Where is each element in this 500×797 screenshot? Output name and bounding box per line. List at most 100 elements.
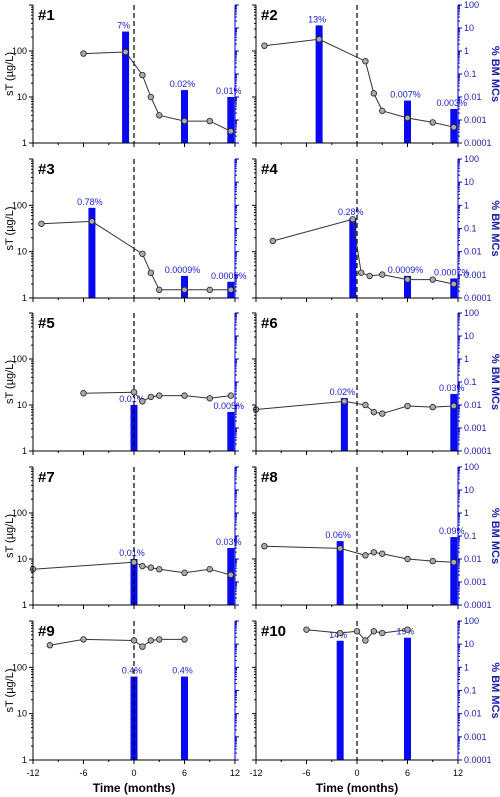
st-point-p6-8 [450, 402, 457, 410]
bar-label-p3-1: 0.78% [77, 197, 103, 207]
x-tick-label: 6 [405, 768, 410, 778]
left-tick-label: 100 [12, 200, 27, 210]
x-tick-label: 0 [354, 768, 359, 778]
bar-label-p2-3: 0.003% [437, 98, 468, 108]
panel-7: 0.01% 0.03% 1 10 100 #7 sT (µg/L) [4, 466, 242, 610]
st-point-p3-6 [181, 286, 188, 294]
right-tick-label: 100 [464, 616, 479, 626]
right-tick-label: 0.001 [464, 577, 487, 587]
panel-5: 0.01% 0.005% 1 10 100 #5 sT (µg/L) [4, 312, 244, 456]
bar-p6-2 [450, 394, 458, 451]
panel-3: 0.78% 0.0009% 0.0005% 1 10 100 #3 sT (µg/L) [4, 158, 247, 303]
right-tick-label: 0.1 [464, 686, 477, 696]
st-point-p5-1 [80, 390, 87, 397]
bar-label-p4-1: 0.28% [338, 207, 364, 217]
st-point-p3-1 [38, 220, 45, 227]
st-point-p9-5 [147, 637, 155, 644]
right-tick-label: 0.001 [464, 732, 487, 742]
x-tick-label: 6 [182, 768, 187, 778]
st-line-p9 [49, 638, 185, 648]
st-point-p2-1 [261, 42, 268, 49]
st-point-p4-7 [429, 276, 436, 283]
st-point-p5-4 [147, 393, 155, 401]
st-point-p10-4 [362, 637, 369, 644]
right-tick-label: 10 [464, 639, 474, 649]
st-line-p8 [264, 545, 454, 563]
bar-p10-2 [404, 637, 411, 760]
st-point-p3-2 [88, 218, 96, 225]
right-tick-label: 0.001 [464, 423, 487, 433]
left-tick-label: 100 [12, 508, 27, 518]
st-point-p8-8 [450, 559, 457, 566]
st-point-p9-2 [80, 636, 87, 643]
bar-label-p4-3: 0.0007% [434, 267, 470, 277]
bar-label-p8-2: 0.09% [439, 526, 465, 536]
panel-label: #10 [261, 623, 286, 640]
right-tick-label: 0.01 [464, 709, 482, 719]
bar-label-p9-1: 0.4% [122, 666, 143, 676]
right-tick-label: 0.001 [464, 115, 487, 125]
right-tick-label: 1 [464, 354, 469, 364]
st-point-p3-4 [147, 269, 155, 276]
left-tick-label: 100 [12, 662, 27, 672]
st-point-p10-2 [336, 629, 344, 637]
left-tick-label: 1 [22, 138, 27, 148]
st-point-p4-4 [366, 272, 373, 280]
panel-1: 7% 0.02% 0.01% 1 10 100 #1 sT (µg/L) [4, 4, 242, 148]
st-point-p8-4 [370, 549, 378, 556]
right-tick-label: 0.1 [464, 531, 477, 541]
st-line-p1 [83, 51, 232, 132]
st-point-p7-2 [130, 559, 138, 566]
left-tick-label: 1 [22, 755, 27, 765]
bar-p8-1 [336, 541, 344, 605]
x-tick-label: -6 [79, 768, 87, 778]
st-point-p5-8 [227, 392, 234, 399]
st-point-p8-5 [379, 550, 386, 557]
right-tick-label: 0.1 [464, 69, 477, 79]
panel-6: 0.02% 0.03% 0.0001 0.001 0.01 0.1 1 10 100 #6 % BM… [252, 308, 500, 456]
bar-label-p7-1: 0.01% [119, 548, 145, 558]
panel-label: #1 [38, 7, 55, 24]
panel-8: 0.06% 0.09% 0.0001 0.001 0.01 0.1 1 10 100 #8 % BM… [252, 462, 500, 610]
right-tick-label: 0.1 [464, 224, 477, 234]
left-tick-label: 100 [12, 46, 27, 56]
st-point-p9-7 [181, 636, 188, 643]
bar-p4-2 [404, 275, 411, 298]
st-point-p9-6 [156, 636, 163, 643]
st-point-p6-4 [370, 408, 378, 416]
st-point-p3-3 [139, 250, 146, 257]
right-tick-label: 0.0001 [464, 293, 492, 303]
bar-label-p3-2: 0.0009% [165, 265, 201, 275]
st-point-p7-4 [147, 564, 155, 571]
panel-label: #9 [38, 623, 55, 640]
right-tick-label: 0.01 [464, 400, 482, 410]
bar-label-p8-1: 0.06% [325, 530, 351, 540]
st-point-p3-7 [206, 286, 213, 294]
x-tick-label: 12 [453, 768, 463, 778]
bar-p2-1 [315, 25, 323, 143]
st-point-p2-2 [315, 36, 323, 43]
x-tick-label: -12 [249, 768, 262, 778]
right-tick-label: 100 [464, 0, 479, 10]
st-point-p3-5 [156, 286, 163, 294]
bar-p1-2 [181, 90, 188, 143]
right-tick-label: 100 [464, 308, 479, 318]
left-tick-label: 10 [17, 709, 27, 719]
bar-label-p5-1: 0.01% [119, 394, 145, 404]
right-tick-label: 0.001 [464, 270, 487, 280]
st-line-p2 [264, 38, 454, 128]
st-point-p8-2 [336, 545, 344, 552]
st-point-p1-7 [206, 117, 213, 125]
left-axis-title: sT (µg/L) [4, 52, 16, 96]
st-point-p10-6 [379, 629, 386, 637]
x-tick-label: -6 [302, 768, 310, 778]
right-tick-label: 0.0001 [464, 600, 492, 610]
left-tick-label: 10 [17, 554, 27, 564]
right-axis-title: % BM MCs [489, 354, 500, 410]
right-tick-label: 10 [464, 177, 474, 187]
right-tick-label: 1 [464, 46, 469, 56]
bar-p10-1 [336, 640, 344, 760]
x-tick-label: -12 [26, 768, 39, 778]
right-axis-title: % BM MCs [489, 46, 500, 102]
panel-label: #8 [261, 469, 278, 486]
